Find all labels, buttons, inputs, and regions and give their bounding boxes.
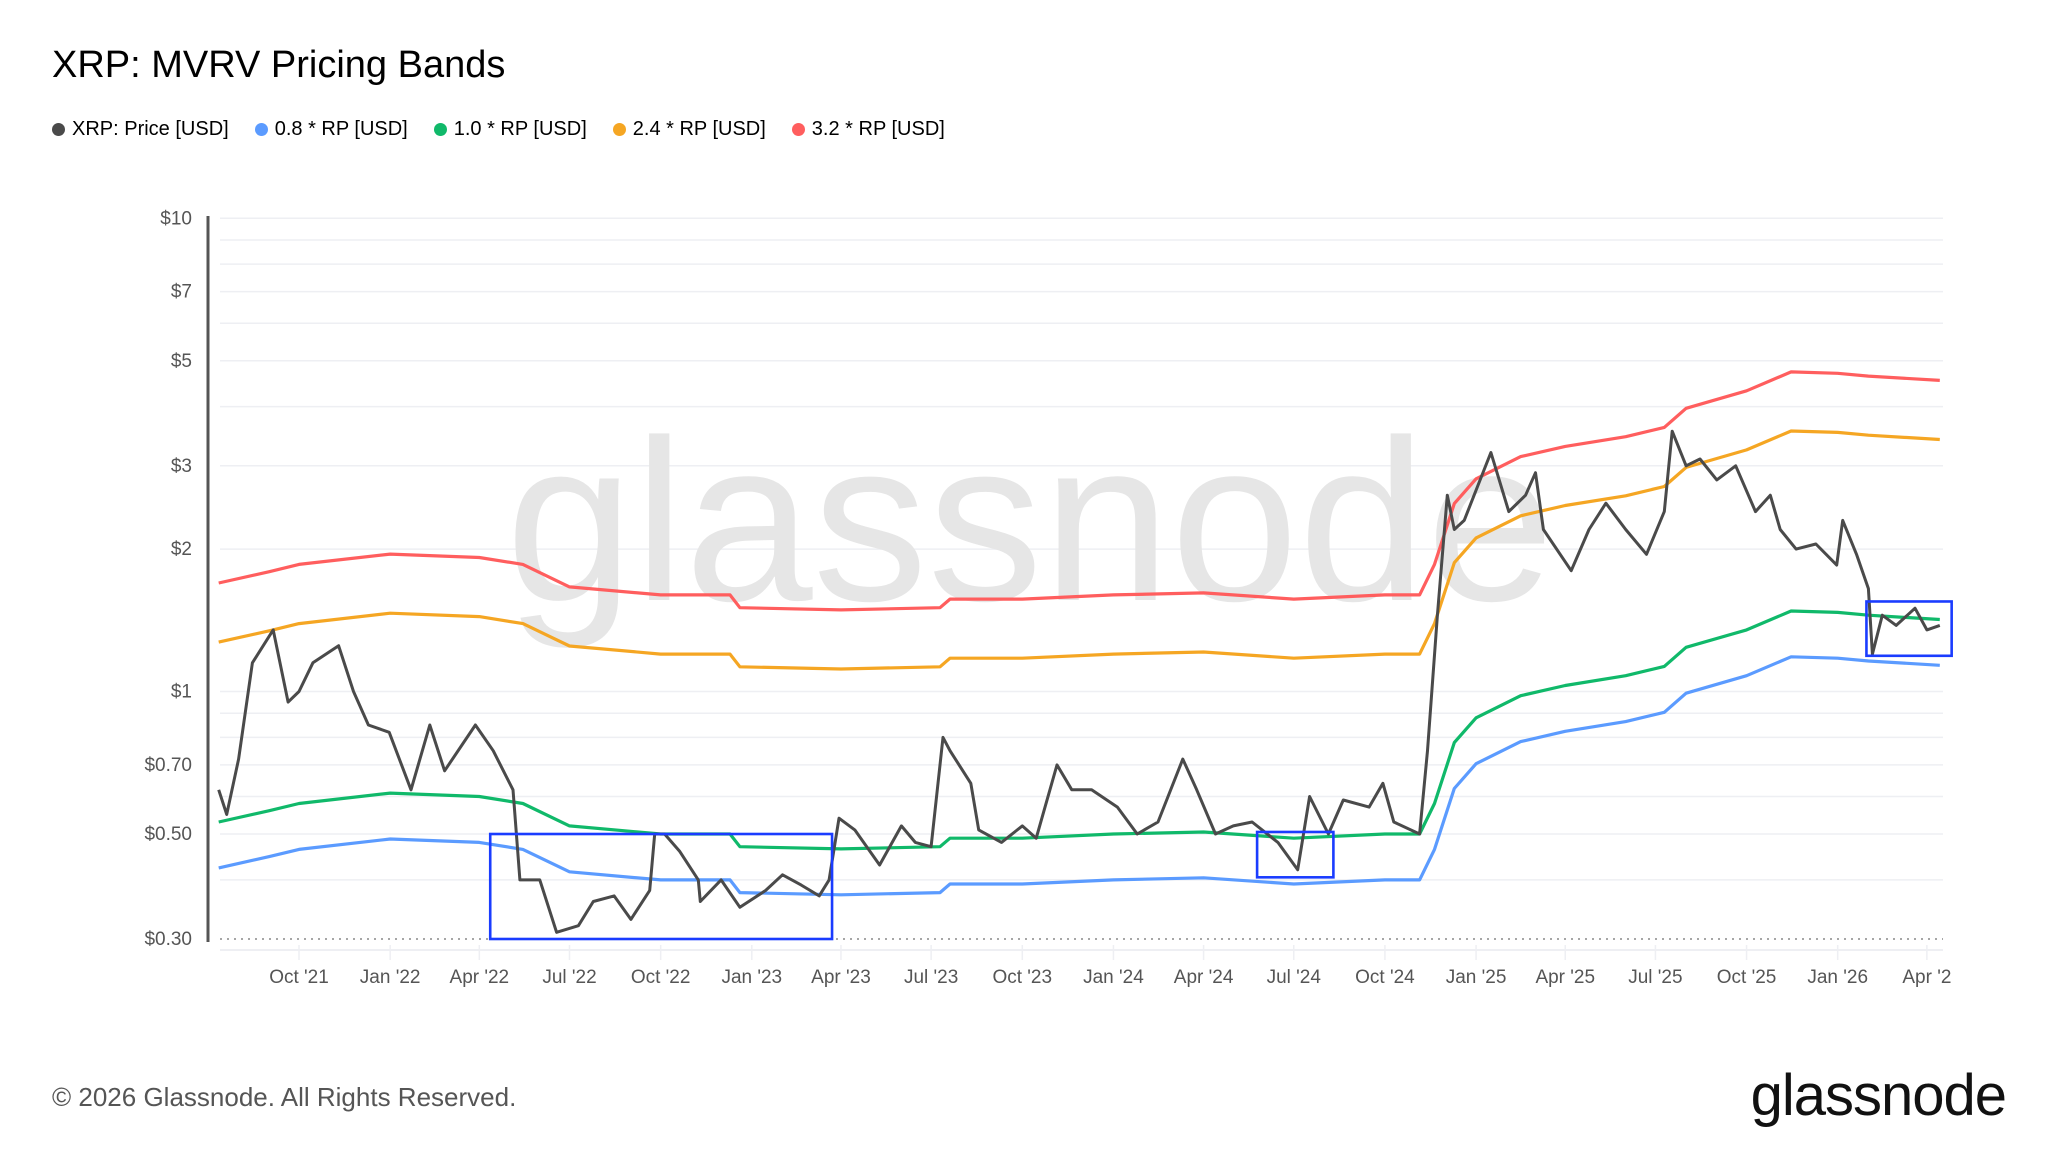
- legend-item-1.0rp[interactable]: 1.0 * RP [USD]: [433, 118, 587, 141]
- highlight-box: [1865, 600, 1953, 658]
- y-tick-label: $10: [160, 208, 192, 229]
- legend-dot-1.0rp: [433, 123, 447, 136]
- legend-label: XRP: Price [USD]: [72, 118, 229, 140]
- x-tick-label: Jan '26: [1807, 967, 1868, 988]
- copyright: © 2026 Glassnode. All Rights Reserved.: [52, 1082, 517, 1112]
- legend: XRP: Price [USD] 0.8 * RP [USD] 1.0 * RP…: [52, 118, 945, 141]
- x-tick-label: Jan '24: [1083, 967, 1144, 988]
- x-tick-label: Jan '23: [721, 967, 782, 988]
- series-lines: [217, 370, 1941, 934]
- x-tick-label: Apr '24: [1174, 967, 1234, 988]
- x-axis-ticks: Oct '21 Jan '22 Apr '22 Jul '22 Oct '22 Jan '…: [269, 945, 1951, 988]
- legend-item-0.8rp[interactable]: 0.8 * RP [USD]: [254, 118, 408, 141]
- x-tick-label: Jul '23: [904, 967, 958, 988]
- y-tick-label: $0.70: [144, 755, 192, 776]
- y-tick-label: $0.30: [144, 929, 192, 950]
- x-tick-label: Oct '24: [1355, 967, 1415, 988]
- y-tick-label: $2: [171, 539, 192, 560]
- x-tick-label: Apr '23: [811, 967, 871, 988]
- highlight-box: [1255, 830, 1335, 879]
- series-line-4: [218, 370, 1940, 612]
- legend-dot-2.4rp: [612, 123, 626, 136]
- highlight-boxes: [488, 600, 1953, 941]
- y-tick-label: $0.50: [144, 824, 192, 845]
- legend-dot-0.8rp: [254, 123, 268, 136]
- x-tick-label: Oct '25: [1717, 967, 1777, 988]
- x-tick-label: Jan '22: [360, 967, 421, 988]
- chart-title: XRP: MVRV Pricing Bands: [52, 44, 506, 86]
- legend-item-3.2rp[interactable]: 3.2 * RP [USD]: [791, 118, 945, 141]
- x-tick-label: Jul '22: [542, 967, 596, 988]
- series-line-3: [218, 429, 1940, 671]
- legend-item-price[interactable]: XRP: Price [USD]: [52, 118, 229, 141]
- y-tick-label: $5: [171, 351, 192, 372]
- legend-label: 2.4 * RP [USD]: [632, 118, 766, 140]
- x-tick-label: Apr '2: [1902, 967, 1951, 988]
- x-tick-label: Jan '25: [1446, 967, 1507, 988]
- series-line-0: [217, 429, 1941, 934]
- legend-label: 1.0 * RP [USD]: [453, 118, 587, 140]
- x-tick-label: Apr '22: [450, 967, 510, 988]
- legend-dot-price: [52, 123, 65, 136]
- y-axis-ticks: $10 $7 $5 $3 $2 $1 $0.70 $0.50 $0.30: [144, 208, 192, 950]
- x-tick-label: Oct '23: [992, 967, 1052, 988]
- y-tick-label: $7: [171, 282, 192, 303]
- watermark: glassnode: [506, 392, 1555, 649]
- legend-label: 0.8 * RP [USD]: [274, 118, 408, 140]
- x-tick-label: Jul '25: [1628, 967, 1682, 988]
- legend-item-2.4rp[interactable]: 2.4 * RP [USD]: [612, 118, 766, 141]
- x-tick-label: Apr '25: [1535, 967, 1595, 988]
- highlight-box: [488, 832, 834, 941]
- glassnode-logo: glassnode: [1750, 1063, 2007, 1128]
- x-tick-label: Oct '22: [631, 967, 691, 988]
- legend-dot-3.2rp: [791, 123, 805, 136]
- series-line-1: [218, 655, 1940, 897]
- legend-label: 3.2 * RP [USD]: [811, 118, 945, 140]
- y-tick-label: $1: [171, 682, 192, 703]
- x-tick-label: Oct '21: [269, 967, 329, 988]
- series-line-2: [218, 609, 1940, 851]
- y-tick-label: $3: [171, 456, 192, 477]
- x-tick-label: Jul '24: [1267, 967, 1322, 988]
